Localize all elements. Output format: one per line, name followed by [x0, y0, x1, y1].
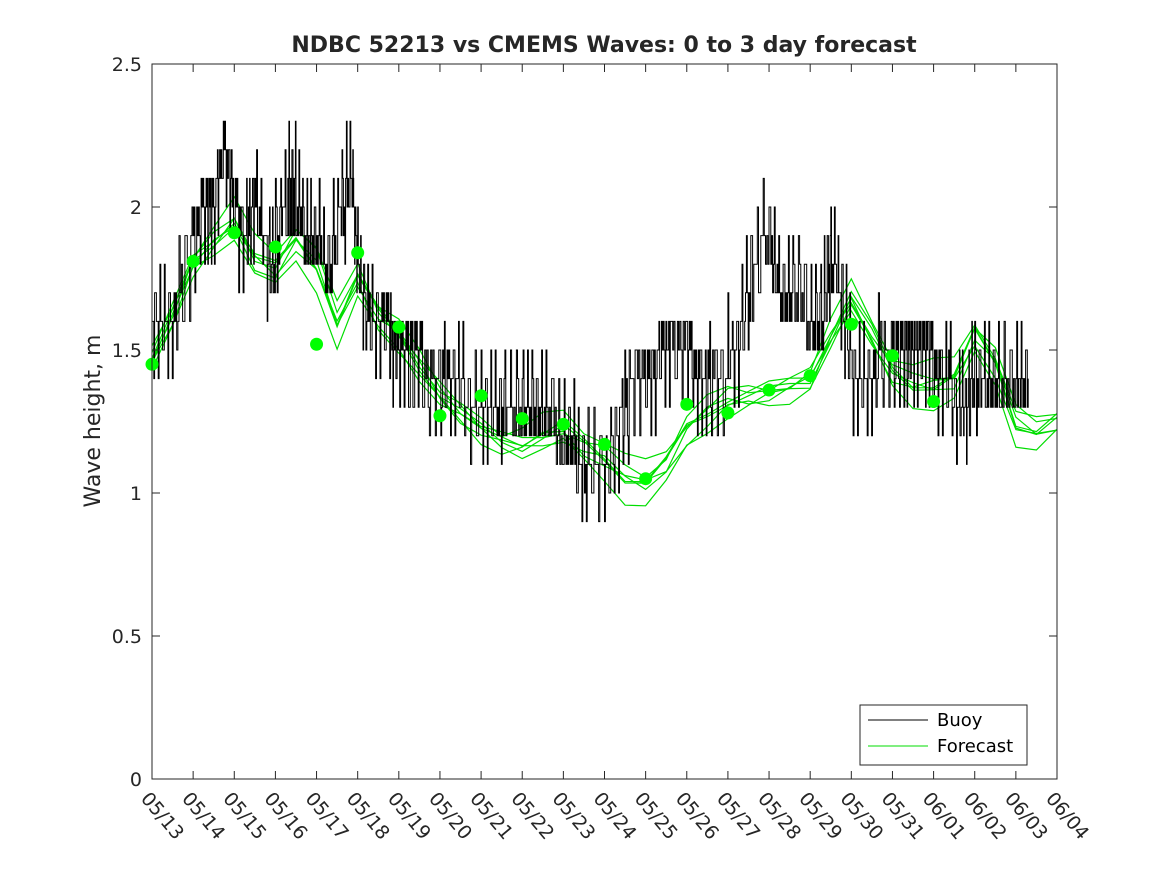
- forecast-markers: [145, 226, 941, 486]
- x-tick-label: 06/03: [1000, 788, 1052, 844]
- x-tick-label: 05/23: [548, 788, 600, 844]
- forecast-marker-point: [762, 383, 776, 397]
- forecast-run-line: [151, 222, 1058, 483]
- x-tick-label: 05/29: [794, 788, 846, 844]
- forecast-marker-point: [515, 412, 529, 426]
- y-tick-label: 0.5: [112, 626, 142, 648]
- x-tick-label: 05/14: [177, 788, 229, 844]
- x-tick-label: 06/02: [959, 788, 1011, 844]
- forecast-marker-point: [227, 226, 241, 240]
- forecast-marker-point: [392, 320, 406, 334]
- forecast-marker-point: [351, 246, 365, 260]
- forecast-run-line: [151, 225, 1058, 491]
- forecast-marker-point: [680, 397, 694, 411]
- x-tick-label: 05/21: [465, 788, 517, 844]
- y-axis-ticks: 0 0.5 1 1.5 2 2.5: [112, 54, 1057, 791]
- forecast-marker-point: [556, 417, 570, 431]
- x-tick-label: 06/01: [918, 788, 970, 844]
- forecast-marker-point: [433, 409, 447, 423]
- forecast-run-line: [151, 226, 1058, 484]
- x-tick-label: 05/30: [835, 788, 887, 844]
- x-tick-label: 05/28: [753, 788, 805, 844]
- x-tick-label: 05/18: [342, 788, 394, 844]
- y-tick-label: 2.5: [112, 54, 142, 76]
- forecast-marker-point: [844, 317, 858, 331]
- forecast-marker-point: [639, 472, 653, 486]
- legend: Buoy Forecast: [859, 704, 1028, 766]
- legend-buoy-label: Buoy: [937, 710, 983, 731]
- forecast-marker-point: [885, 349, 899, 363]
- x-tick-label: 05/27: [712, 788, 764, 844]
- forecast-marker-point: [803, 369, 817, 383]
- legend-box: [859, 704, 1028, 766]
- x-tick-label: 05/31: [877, 788, 929, 844]
- forecast-marker-point: [186, 254, 200, 268]
- x-tick-label: 05/26: [671, 788, 723, 844]
- x-tick-label: 05/20: [424, 788, 476, 844]
- x-tick-label: 05/17: [301, 788, 353, 844]
- y-axis-label: Wave height, m: [81, 335, 106, 508]
- forecast-marker-point: [721, 406, 735, 420]
- x-tick-label: 05/24: [589, 788, 641, 844]
- buoy-line: [152, 120, 1029, 523]
- x-tick-label: 05/13: [136, 788, 188, 844]
- forecast-marker-point: [310, 337, 324, 351]
- y-tick-label: 1.5: [112, 340, 142, 362]
- chart-title: NDBC 52213 vs CMEMS Waves: 0 to 3 day fo…: [291, 33, 917, 58]
- legend-forecast-label: Forecast: [937, 736, 1013, 757]
- forecast-marker-point: [474, 389, 488, 403]
- forecast-marker-point: [598, 437, 611, 451]
- x-tick-label: 05/22: [506, 788, 558, 844]
- y-tick-label: 1: [130, 483, 142, 505]
- plot-background: [152, 64, 1057, 779]
- forecast-marker-point: [927, 394, 941, 408]
- x-tick-label: 05/19: [383, 788, 435, 844]
- forecast-marker-point: [268, 240, 282, 254]
- buoy-series-line: [152, 120, 1029, 523]
- y-tick-label: 0: [130, 769, 142, 791]
- x-tick-label: 05/15: [218, 788, 270, 844]
- y-tick-label: 2: [130, 197, 142, 219]
- x-tick-label: 05/25: [630, 788, 682, 844]
- x-tick-label: 06/04: [1041, 788, 1093, 844]
- x-tick-label: 05/16: [260, 788, 312, 844]
